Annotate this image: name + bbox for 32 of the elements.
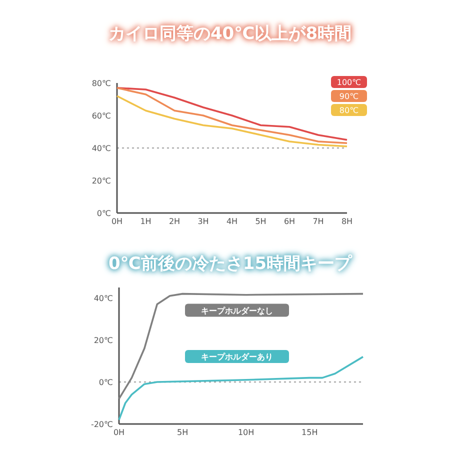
- x-tick-label: 2H: [168, 217, 180, 226]
- legend: キープホルダーなし: [185, 304, 289, 317]
- y-tick-label: 40℃: [92, 144, 112, 153]
- x-tick-label: 4H: [226, 217, 238, 226]
- legend: キープホルダーあり: [185, 350, 289, 363]
- x-tick-label: 7H: [312, 217, 324, 226]
- y-tick-label: -20℃: [90, 420, 114, 429]
- x-tick-label: 6H: [284, 217, 296, 226]
- y-tick-label: 80℃: [92, 79, 112, 88]
- x-tick-label: 5H: [176, 428, 188, 437]
- y-tick-label: 0℃: [98, 378, 114, 387]
- y-tick-label: 40℃: [94, 294, 114, 303]
- chart-title: カイロ同等の40℃以上が8時間: [106, 22, 356, 45]
- chart-title: 0℃前後の冷たさ15時間キープ: [104, 252, 356, 275]
- x-tick-label: 5H: [255, 217, 266, 226]
- x-tick-label: 0H: [113, 428, 125, 437]
- y-tick-label: 60℃: [92, 112, 112, 120]
- x-tick-label: 15H: [302, 428, 318, 437]
- text: 90℃: [339, 92, 359, 101]
- x-tick-label: 10H: [238, 428, 254, 437]
- text: 80℃: [339, 106, 359, 115]
- x-tick-label: 0H: [111, 217, 123, 226]
- x-tick-label: 8H: [341, 217, 353, 226]
- y-tick-label: 0℃: [96, 209, 112, 218]
- x-tick-label: 1H: [140, 217, 152, 226]
- y-tick-label: 20℃: [94, 336, 114, 345]
- x-tick-label: 3H: [198, 217, 209, 226]
- line-series: [118, 292, 364, 400]
- y-tick-label: 20℃: [92, 176, 112, 186]
- text: キープホルダーあり: [201, 352, 273, 362]
- series-label: キープホルダーなし: [201, 306, 273, 316]
- text: 100℃: [336, 78, 362, 87]
